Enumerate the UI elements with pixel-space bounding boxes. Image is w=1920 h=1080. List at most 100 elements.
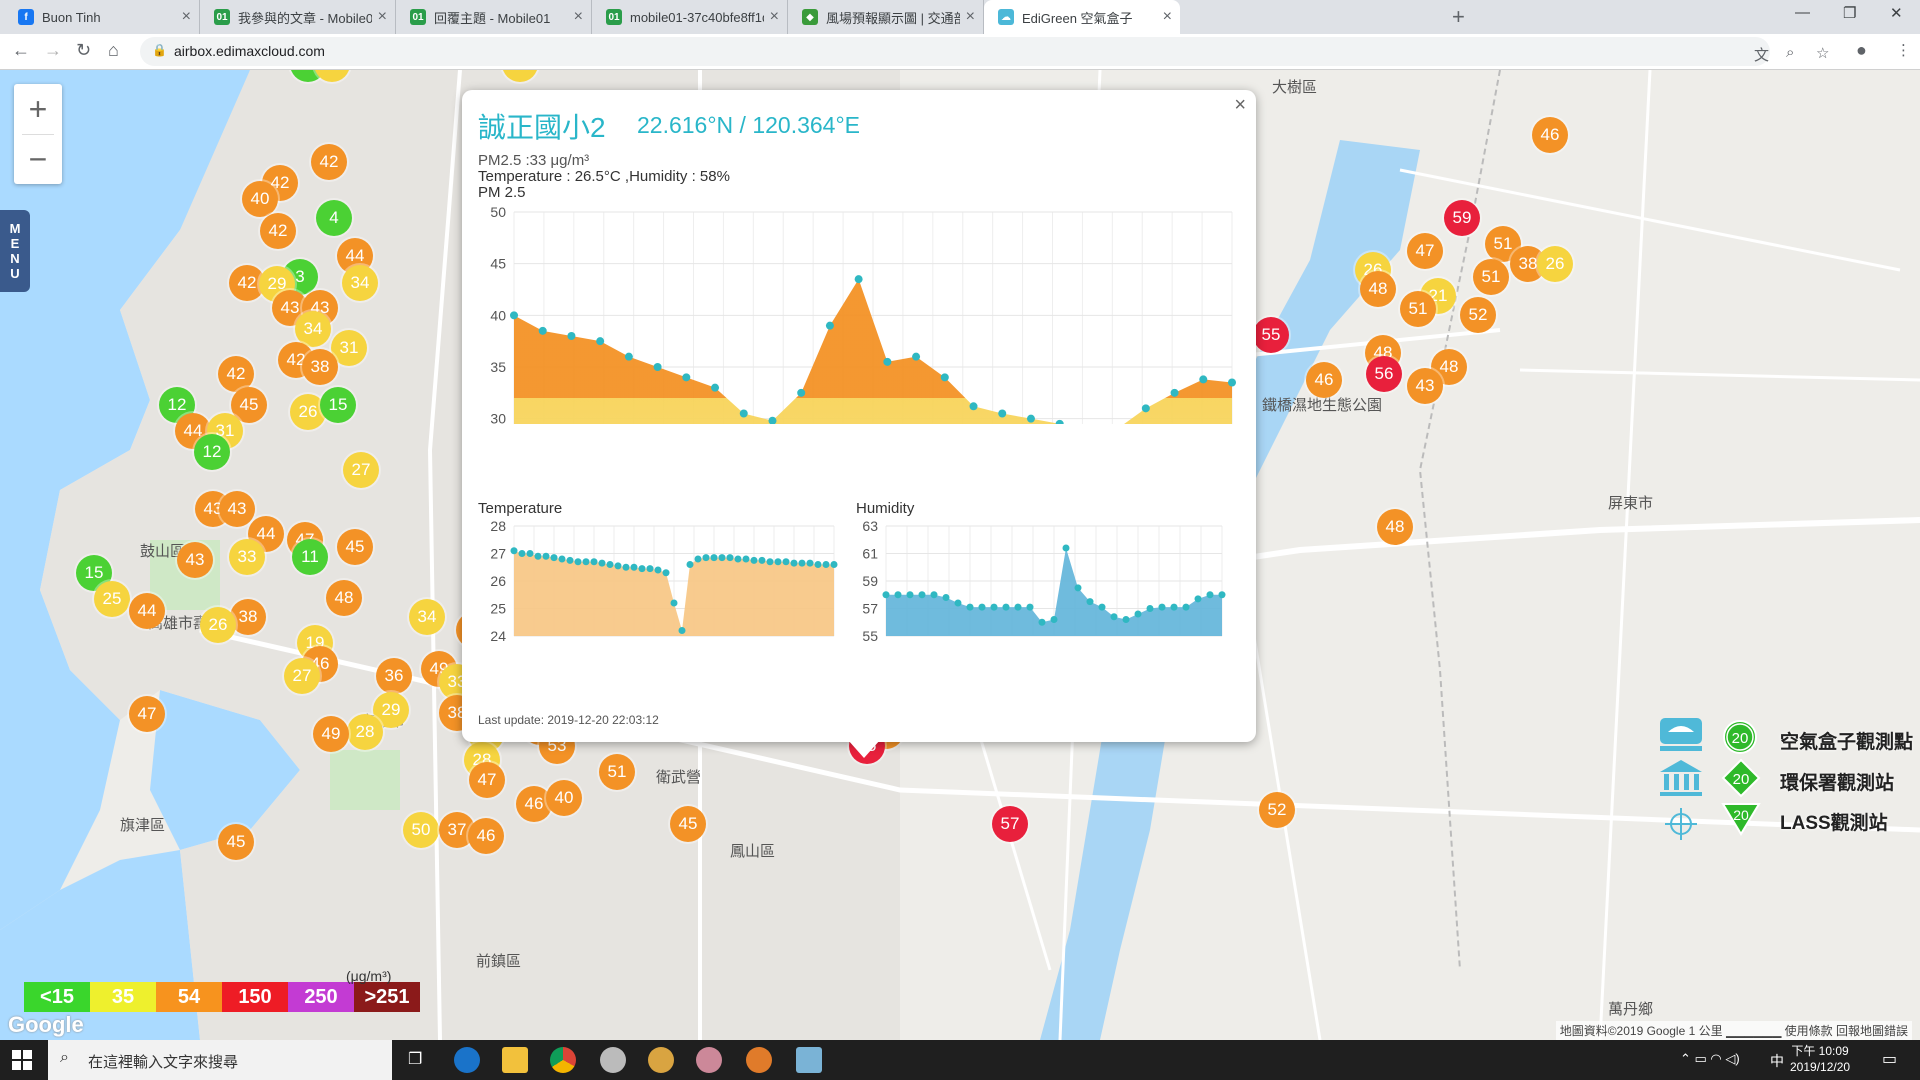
sensor-marker[interactable]: 25 [314, 70, 350, 82]
sensor-marker[interactable]: 57 [992, 806, 1028, 842]
sensor-marker[interactable]: 52 [1259, 792, 1295, 828]
sensor-marker[interactable]: 43 [219, 491, 255, 527]
sensor-marker[interactable]: 46 [468, 818, 504, 854]
close-icon[interactable]: × [377, 8, 387, 25]
close-icon[interactable]: × [1162, 8, 1172, 25]
sensor-marker[interactable]: 49 [313, 716, 349, 752]
sensor-marker[interactable]: 43 [1407, 368, 1443, 404]
sensor-marker[interactable]: 45 [337, 529, 373, 565]
tab-5[interactable]: ◆ 風場預報顯示圖 | 交通部中央氣象 × [788, 0, 984, 34]
map-canvas[interactable]: 大樹區鼓山區高雄市壽山動高雄市旗津區前鎮區鳳山區衛武營屏東市萬丹鄉鐵橋濕地生態公… [0, 70, 1920, 1040]
file-explorer-icon[interactable] [502, 1047, 528, 1073]
more-menu-icon[interactable]: ⋮ [1896, 42, 1911, 59]
sensor-marker[interactable]: 42 [218, 356, 254, 392]
minimize-button[interactable]: — [1795, 4, 1810, 21]
sensor-marker[interactable]: 55 [1253, 317, 1289, 353]
sensor-marker[interactable]: 26 [1537, 246, 1573, 282]
sensor-marker[interactable]: 50 [403, 812, 439, 848]
translate-icon[interactable]: 文 [1754, 47, 1770, 64]
sensor-marker[interactable]: 52 [1460, 297, 1496, 333]
taskbar-search[interactable]: ⌕ 在這裡輸入文字來搜尋 [48, 1040, 392, 1080]
sensor-marker[interactable]: 4 [316, 200, 352, 236]
system-clock[interactable]: 下午 10:09 2019/12/20 [1790, 1043, 1850, 1075]
sensor-marker[interactable]: 33 [229, 539, 265, 575]
sensor-marker[interactable]: 44 [129, 593, 165, 629]
sensor-marker[interactable]: 27 [284, 658, 320, 694]
profile-icon[interactable]: ● [1856, 40, 1867, 60]
maximize-button[interactable]: ❐ [1843, 5, 1857, 22]
sensor-marker[interactable]: 47 [469, 762, 505, 798]
zoom-icon[interactable]: ⌕ [1786, 44, 1795, 61]
close-icon[interactable]: × [965, 8, 975, 25]
sensor-marker[interactable]: 28 [347, 714, 383, 750]
sensor-marker[interactable]: 48 [1377, 509, 1413, 545]
sensor-marker[interactable]: 40 [242, 181, 278, 217]
sensor-marker[interactable]: 34 [342, 265, 378, 301]
sensor-marker[interactable]: 51 [1473, 259, 1509, 295]
address-bar[interactable]: 🔒 airbox.edimaxcloud.com 文 ⌕ ☆ [140, 37, 1829, 66]
sensor-marker[interactable]: 38 [230, 599, 266, 635]
edge-icon[interactable] [454, 1047, 480, 1073]
tab-2[interactable]: 01 我參與的文章 - Mobile01 × [200, 0, 396, 34]
window-close-button[interactable]: ✕ [1890, 5, 1903, 22]
sensor-marker[interactable]: 15 [320, 387, 356, 423]
sensor-marker[interactable]: 40 [546, 780, 582, 816]
tab-4[interactable]: 01 mobile01-37c40bfe8ff1dc4059 × [592, 0, 788, 34]
back-button[interactable]: ← [12, 40, 30, 60]
tab-6-active[interactable]: ☁ EdiGreen 空氣盒子 × [984, 0, 1180, 34]
sensor-marker[interactable]: 56 [1366, 356, 1402, 392]
app-icon-6[interactable] [696, 1047, 722, 1073]
popup-close-button[interactable]: × [1234, 94, 1246, 116]
sensor-marker[interactable]: 11 [292, 539, 328, 575]
app-icon-4[interactable] [600, 1047, 626, 1073]
reload-button[interactable]: ↻ [76, 40, 92, 60]
sensor-marker[interactable]: 15 [76, 555, 112, 591]
sensor-marker[interactable]: 46 [1306, 362, 1342, 398]
zoom-out-button[interactable]: − [28, 140, 48, 177]
sensor-marker[interactable]: 12 [194, 434, 230, 470]
tab-1[interactable]: f Buon Tinh × [4, 0, 200, 34]
sensor-marker[interactable]: 48 [1360, 271, 1396, 307]
sensor-marker[interactable]: 36 [376, 658, 412, 694]
zoom-in-button[interactable]: + [28, 90, 48, 127]
sensor-marker[interactable]: 59 [1444, 200, 1480, 236]
close-icon[interactable]: × [181, 8, 191, 25]
sensor-marker[interactable]: 30 [502, 70, 538, 82]
tray-icons[interactable]: ⌃ ▭ ◠ ◁) [1680, 1051, 1740, 1066]
sensor-marker[interactable]: 48 [1431, 349, 1467, 385]
chrome-icon[interactable] [550, 1047, 576, 1073]
sensor-marker[interactable]: 48 [326, 580, 362, 616]
forward-button[interactable]: → [44, 40, 62, 60]
sensor-marker[interactable]: 31 [331, 330, 367, 366]
sensor-marker[interactable]: 26 [200, 607, 236, 643]
sensor-marker[interactable]: 45 [231, 387, 267, 423]
app-icon-8[interactable] [796, 1047, 822, 1073]
app-icon-7[interactable] [746, 1047, 772, 1073]
task-view-icon[interactable]: ❐ [408, 1051, 423, 1068]
sensor-marker[interactable]: 25 [94, 581, 130, 617]
ime-indicator[interactable]: 中 [1770, 1053, 1784, 1069]
app-icon-5[interactable] [648, 1047, 674, 1073]
close-icon[interactable]: × [769, 8, 779, 25]
sensor-marker[interactable]: 43 [177, 542, 213, 578]
sensor-marker[interactable]: 47 [129, 696, 165, 732]
home-button[interactable]: ⌂ [108, 40, 119, 60]
notification-icon[interactable]: ▭ [1882, 1051, 1898, 1068]
map-attribution[interactable]: 地圖資料©2019 Google 1 公里 ▁▁▁▁▁▁ 使用條款 回報地圖錯誤 [1555, 1021, 1912, 1040]
new-tab-button[interactable]: + [1452, 4, 1465, 29]
close-icon[interactable]: × [573, 8, 583, 25]
sensor-marker[interactable]: 51 [1400, 291, 1436, 327]
sensor-marker[interactable]: 34 [295, 311, 331, 347]
sensor-marker[interactable]: 42 [311, 144, 347, 180]
bookmark-star-icon[interactable]: ☆ [1816, 45, 1830, 62]
sensor-marker[interactable]: 47 [1407, 233, 1443, 269]
sensor-marker[interactable]: 51 [599, 754, 635, 790]
sensor-marker[interactable]: 45 [218, 824, 254, 860]
sensor-marker[interactable]: 34 [409, 599, 445, 635]
windows-start-icon[interactable] [12, 1050, 32, 1070]
sensor-marker[interactable]: 42 [260, 213, 296, 249]
sensor-marker[interactable]: 45 [670, 806, 706, 842]
sensor-marker[interactable]: 27 [343, 452, 379, 488]
sensor-marker[interactable]: 38 [302, 349, 338, 385]
